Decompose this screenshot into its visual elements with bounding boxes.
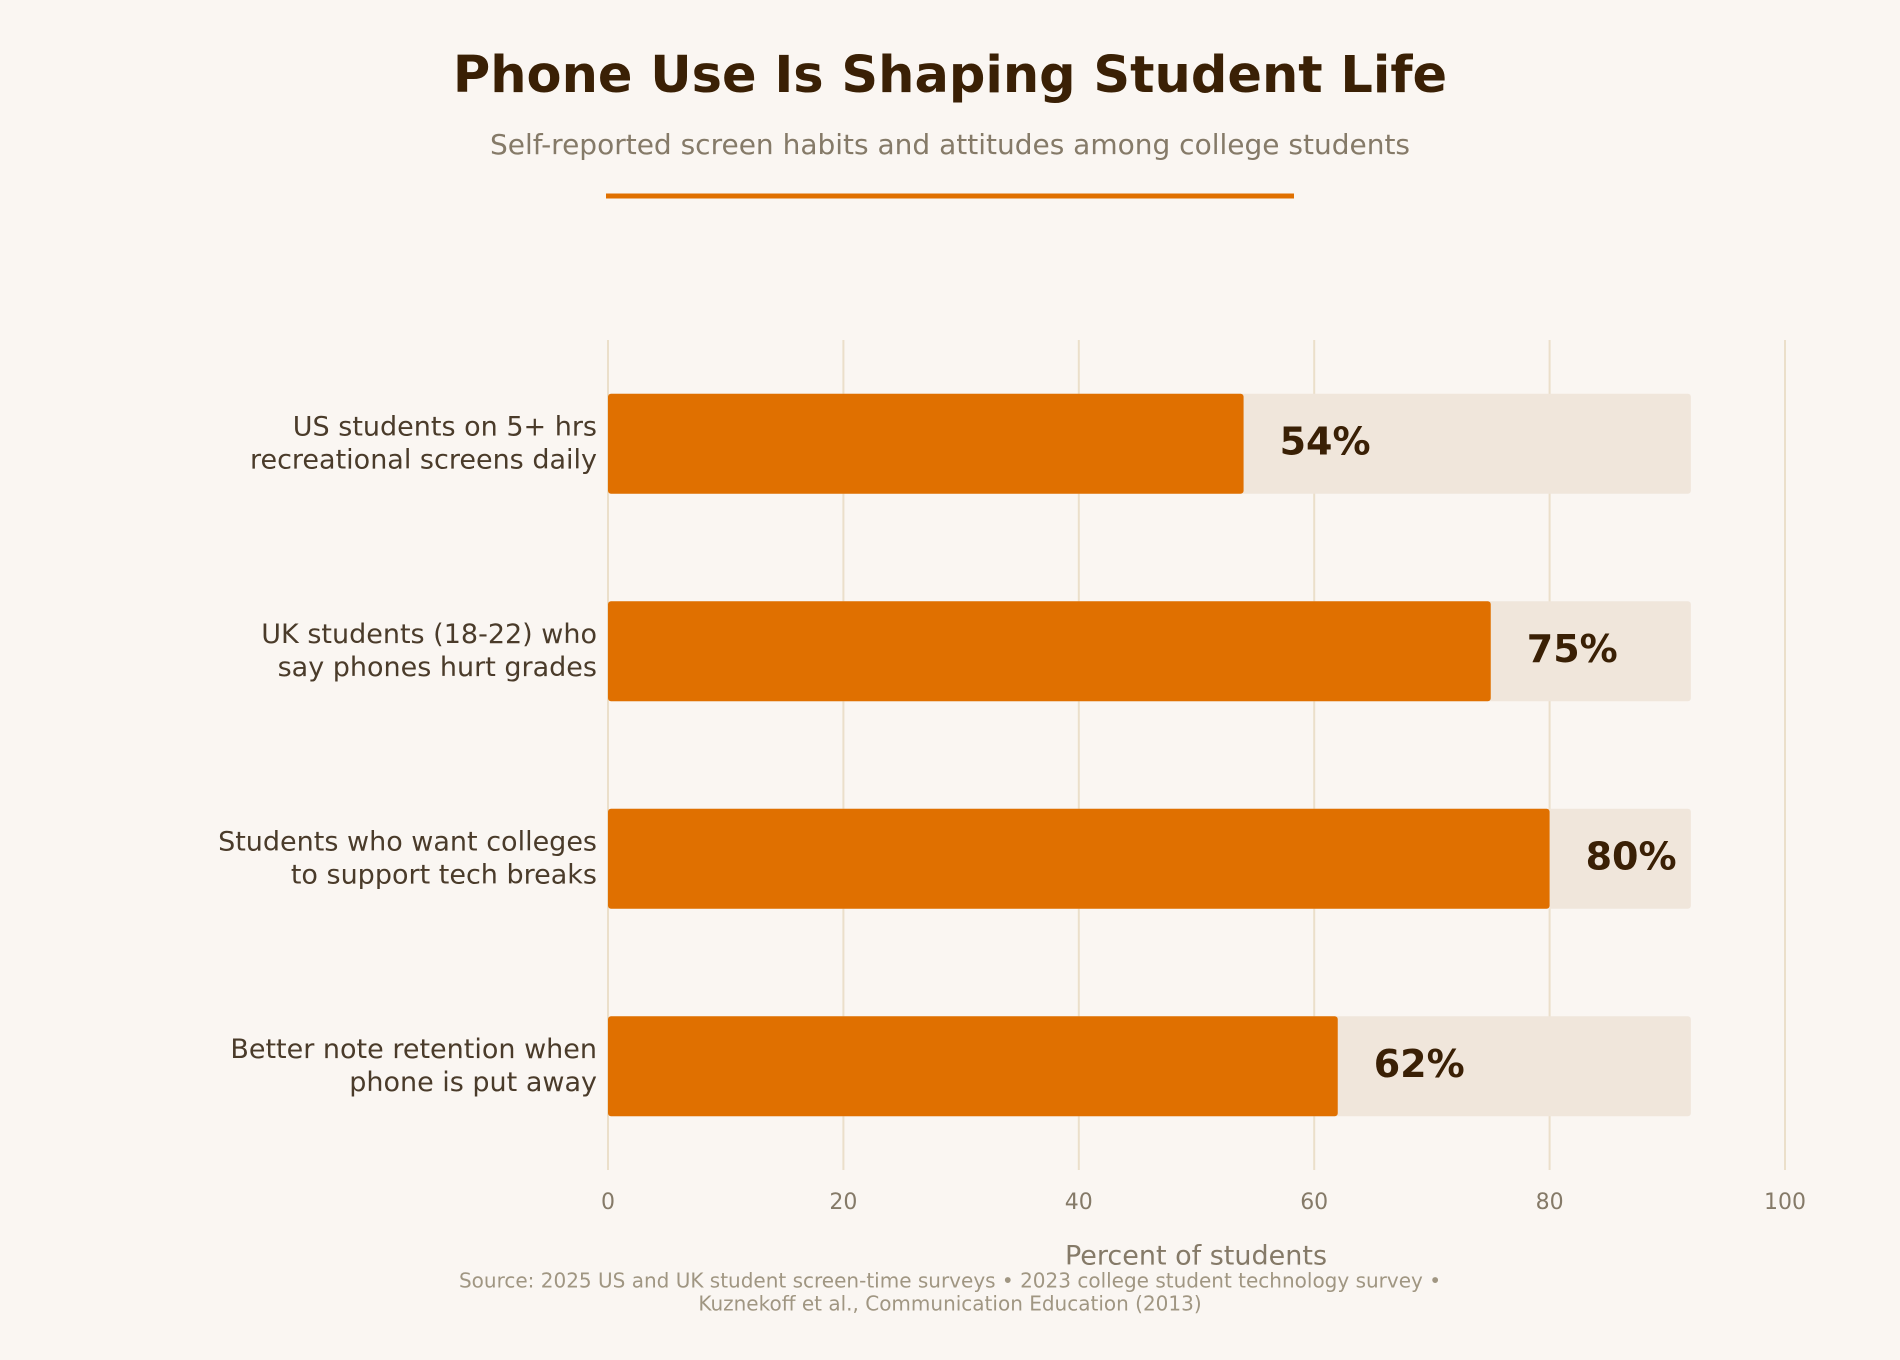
source-note: Kuznekoff et al., Communication Educatio… <box>698 1292 1201 1316</box>
x-tick-label: 80 <box>1536 1190 1564 1215</box>
source-note: Source: 2025 US and UK student screen-ti… <box>459 1269 1441 1293</box>
bar <box>608 808 1550 909</box>
y-tick-label: Students who want colleges to support tec… <box>218 826 597 890</box>
chart-subtitle: Self-reported screen habits and attitude… <box>490 128 1410 161</box>
bar <box>608 393 1244 494</box>
x-axis-label: Percent of students <box>1065 1241 1327 1272</box>
x-tick-label: 100 <box>1764 1190 1806 1215</box>
x-tick-label: 60 <box>1300 1190 1328 1215</box>
y-tick-label: US students on 5+ hrs recreational screen… <box>250 411 597 475</box>
value-label: 54% <box>1280 419 1371 463</box>
y-tick-label: Better note retention when phone is put a… <box>230 1033 597 1097</box>
value-label: 75% <box>1527 627 1618 671</box>
y-tick-label: UK students (18-22) who say phones hurt g… <box>261 618 597 682</box>
bar <box>608 601 1491 702</box>
x-tick-label: 20 <box>829 1190 857 1215</box>
x-tick-label: 0 <box>601 1190 615 1215</box>
value-label: 62% <box>1374 1042 1465 1086</box>
value-label: 80% <box>1586 834 1677 878</box>
chart-title: Phone Use Is Shaping Student Life <box>453 46 1447 105</box>
bar <box>608 1016 1338 1117</box>
x-tick-label: 40 <box>1065 1190 1093 1215</box>
